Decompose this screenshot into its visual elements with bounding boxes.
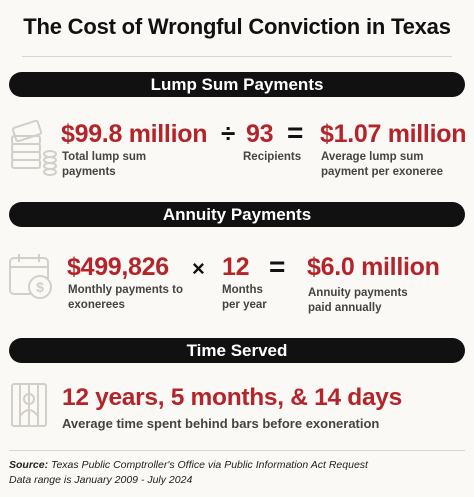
money-stack-icon [11,119,57,176]
lump-total-label: Total lump sum payments [62,151,147,178]
annuity-monthly-value: $499,826 [67,253,169,281]
svg-text:$: $ [36,279,44,295]
source-line: Source: Texas Public Comptroller's Offic… [9,459,368,471]
annuity-header: Annuity Payments [9,202,465,227]
calendar-dollar-icon: $ [9,254,52,299]
time-served-header: Time Served [9,338,465,363]
time-served-value: 12 years, 5 months, & 14 days [62,384,402,411]
prison-bars-icon [11,383,47,427]
annuity-annual-value: $6.0 million [307,253,440,281]
title-divider [22,56,452,57]
page-title: The Cost of Wrongful Conviction in Texas [23,14,451,39]
lump-average-value: $1.07 million [320,120,467,148]
lump-total-value: $99.8 million [61,120,208,148]
source-label: Source: [9,459,49,471]
lump-average-label: Average lump sum payment per exoneree [321,151,444,178]
recipients-value: 93 [246,120,274,148]
divide-operator: ÷ [221,118,236,148]
months-value: 12 [222,253,250,281]
months-label: Months per year [222,284,267,311]
lump-sum-header: Lump Sum Payments [9,72,465,97]
data-range: Data range is January 2009 - July 2024 [9,474,193,486]
equals-operator-1: = [287,117,304,148]
annuity-monthly-label: Monthly payments to exonerees [68,284,184,311]
annuity-annual-label: Annuity payments paid annually [308,287,408,314]
multiply-operator: × [192,256,205,281]
footer-divider [9,450,465,451]
source-text: Texas Public Comptroller's Office via Pu… [51,459,368,471]
recipients-label: Recipients [243,151,302,163]
equals-operator-2: = [269,251,286,282]
time-served-label: Average time spent behind bars before ex… [62,416,380,431]
